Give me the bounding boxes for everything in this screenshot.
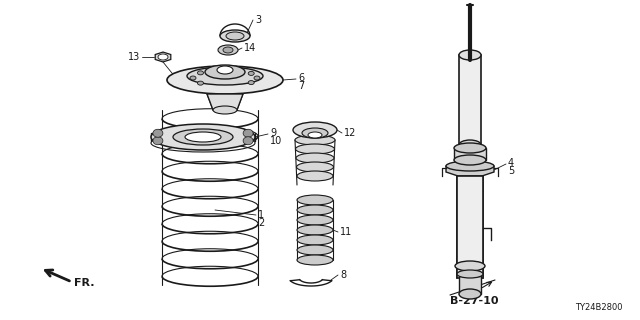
Text: 11: 11 (340, 227, 352, 237)
Ellipse shape (167, 66, 283, 94)
Ellipse shape (205, 65, 245, 79)
Ellipse shape (297, 235, 333, 245)
Ellipse shape (153, 137, 163, 145)
Ellipse shape (190, 76, 196, 80)
Bar (459, 55, 481, 145)
Bar (457, 176, 483, 278)
Ellipse shape (243, 129, 253, 137)
Ellipse shape (297, 225, 333, 235)
Ellipse shape (454, 155, 486, 165)
Ellipse shape (248, 71, 254, 76)
Ellipse shape (248, 81, 254, 84)
Ellipse shape (459, 289, 481, 299)
Ellipse shape (220, 30, 250, 42)
Ellipse shape (302, 128, 328, 138)
Text: 4: 4 (508, 158, 514, 168)
Bar (459, 276, 481, 294)
Ellipse shape (296, 144, 335, 154)
Ellipse shape (254, 76, 260, 80)
Polygon shape (156, 52, 171, 62)
Ellipse shape (185, 132, 221, 142)
Ellipse shape (243, 137, 253, 145)
Text: 8: 8 (340, 270, 346, 280)
Ellipse shape (297, 195, 333, 205)
Ellipse shape (213, 106, 237, 114)
Ellipse shape (187, 67, 263, 85)
Text: 2: 2 (258, 218, 264, 228)
Polygon shape (446, 166, 494, 176)
Text: 7: 7 (298, 81, 304, 91)
Ellipse shape (457, 270, 483, 278)
Ellipse shape (151, 124, 255, 150)
Ellipse shape (446, 161, 494, 171)
Ellipse shape (217, 66, 233, 74)
Text: 9: 9 (270, 128, 276, 138)
Bar (454, 148, 486, 160)
Ellipse shape (296, 153, 334, 163)
Text: FR.: FR. (74, 278, 95, 288)
Ellipse shape (293, 122, 337, 138)
Ellipse shape (198, 71, 204, 75)
Text: TY24B2800: TY24B2800 (575, 302, 623, 311)
Polygon shape (207, 94, 243, 110)
Text: 6: 6 (298, 73, 304, 83)
Text: 12: 12 (344, 128, 356, 138)
Text: 14: 14 (244, 43, 256, 53)
Ellipse shape (218, 45, 238, 55)
Ellipse shape (153, 129, 163, 137)
Text: 13: 13 (128, 52, 140, 62)
Ellipse shape (296, 162, 333, 172)
Ellipse shape (223, 47, 233, 53)
Ellipse shape (198, 81, 204, 85)
Ellipse shape (297, 215, 333, 225)
Text: 1: 1 (258, 210, 264, 220)
Ellipse shape (158, 54, 168, 60)
Text: 3: 3 (255, 15, 261, 25)
Ellipse shape (226, 32, 244, 40)
Ellipse shape (308, 132, 322, 138)
Ellipse shape (459, 50, 481, 60)
Text: 10: 10 (270, 136, 282, 146)
Ellipse shape (173, 129, 233, 145)
Text: B-27-10: B-27-10 (450, 296, 499, 306)
Ellipse shape (459, 140, 481, 150)
Text: 5: 5 (508, 166, 515, 176)
Ellipse shape (297, 205, 333, 215)
Ellipse shape (297, 255, 333, 265)
Ellipse shape (295, 135, 335, 145)
Ellipse shape (297, 245, 333, 255)
Ellipse shape (455, 261, 485, 271)
Ellipse shape (297, 171, 333, 181)
Ellipse shape (454, 143, 486, 153)
